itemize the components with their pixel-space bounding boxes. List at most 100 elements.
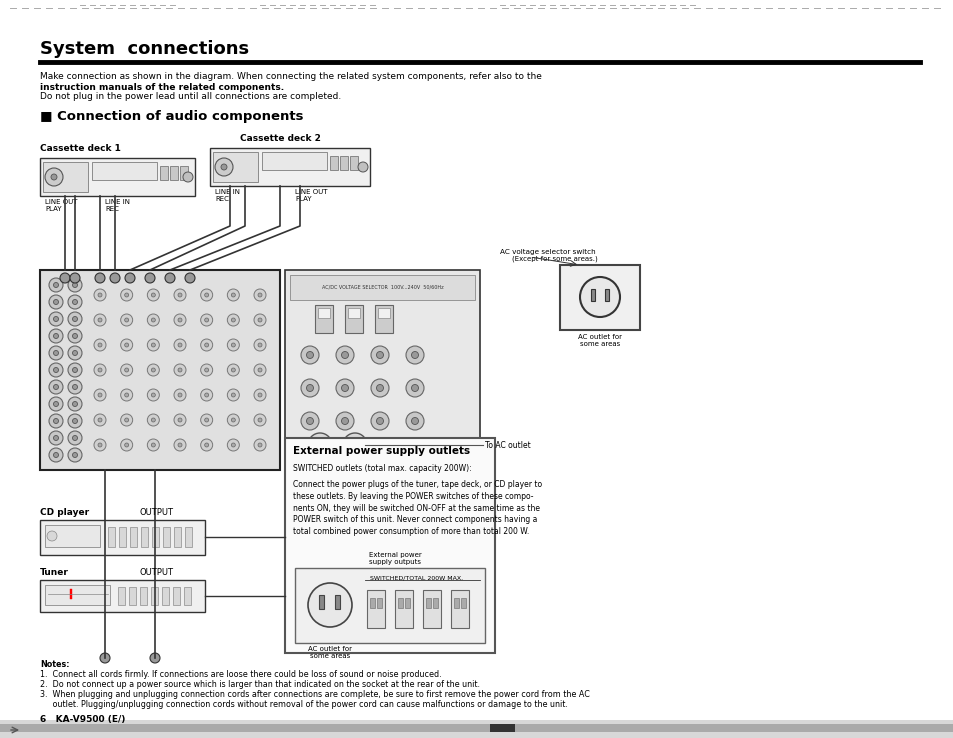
Circle shape [406,379,423,397]
Circle shape [411,351,418,359]
Circle shape [49,346,63,360]
Bar [604,289,608,301]
Circle shape [214,158,233,176]
Circle shape [53,317,58,322]
Bar [375,305,393,333]
Circle shape [53,334,58,339]
Circle shape [152,443,155,447]
Circle shape [376,384,383,391]
Circle shape [94,289,106,301]
Circle shape [205,343,209,347]
Circle shape [308,433,332,457]
Circle shape [152,343,155,347]
Circle shape [152,318,155,322]
Bar [130,527,137,547]
Circle shape [335,346,354,364]
Circle shape [147,364,159,376]
Bar [367,590,385,628]
Text: LINE OUT
PLAY: LINE OUT PLAY [294,189,327,202]
Text: 2.  Do not connect up a power source which is larger than that indicated on the : 2. Do not connect up a power source whic… [40,680,479,689]
Circle shape [51,174,57,180]
Circle shape [53,283,58,288]
Circle shape [98,293,102,297]
Circle shape [335,412,354,430]
Circle shape [411,384,418,391]
Bar [141,527,148,547]
Circle shape [98,368,102,372]
Circle shape [49,414,63,428]
Bar [490,724,515,732]
Text: (Except for some areas.): (Except for some areas.) [512,255,598,262]
Bar [43,162,88,192]
Circle shape [49,295,63,309]
Text: 6   KA-V9500 (E/): 6 KA-V9500 (E/) [40,715,125,724]
Bar [184,587,191,605]
Circle shape [178,418,182,422]
Circle shape [341,418,348,424]
Bar [314,305,333,333]
Bar [40,580,205,612]
Bar [70,589,71,599]
Circle shape [173,314,186,326]
Circle shape [341,351,348,359]
Bar [172,587,180,605]
Bar [163,527,170,547]
Circle shape [200,439,213,451]
Circle shape [173,339,186,351]
Bar [173,527,181,547]
Circle shape [205,443,209,447]
Bar [152,527,159,547]
Bar [40,520,205,555]
Circle shape [411,418,418,424]
Bar [108,527,115,547]
Circle shape [173,389,186,401]
Text: System  connections: System connections [40,40,249,58]
Circle shape [53,435,58,441]
Circle shape [68,380,82,394]
Circle shape [308,583,352,627]
Circle shape [257,293,262,297]
Text: Make connection as shown in the diagram. When connecting the related system comp: Make connection as shown in the diagram.… [40,72,541,81]
Circle shape [227,289,239,301]
Bar [119,527,126,547]
Circle shape [98,318,102,322]
Circle shape [231,318,235,322]
Circle shape [125,368,129,372]
Text: Connect the power plugs of the tuner, tape deck, or CD player to
these outlets. : Connect the power plugs of the tuner, ta… [293,480,541,537]
Text: AC outlet for
some areas: AC outlet for some areas [308,646,352,659]
Bar [285,438,495,653]
Bar [451,590,469,628]
Circle shape [205,418,209,422]
Circle shape [231,293,235,297]
Circle shape [49,278,63,292]
Circle shape [257,443,262,447]
Circle shape [94,339,106,351]
Text: Notes:: Notes: [40,660,70,669]
Circle shape [49,431,63,445]
Bar [460,598,465,608]
Text: CD player: CD player [40,508,89,517]
Circle shape [53,384,58,390]
Text: instruction manuals of the related components.: instruction manuals of the related compo… [40,83,284,92]
Circle shape [45,168,63,186]
Bar [151,587,158,605]
Circle shape [120,289,132,301]
Circle shape [68,329,82,343]
Circle shape [335,379,354,397]
Text: 1.  Connect all cords firmly. If connections are loose there could be loss of so: 1. Connect all cords firmly. If connecti… [40,670,441,679]
Bar [91,162,157,180]
Circle shape [173,439,186,451]
Circle shape [231,418,235,422]
Bar [129,587,136,605]
Circle shape [178,393,182,397]
Circle shape [227,389,239,401]
Bar [350,156,357,170]
Circle shape [343,433,367,457]
Bar [213,152,257,182]
Circle shape [152,393,155,397]
Text: Tuner: Tuner [40,568,69,577]
Circle shape [120,439,132,451]
Text: ■ Connection of audio components: ■ Connection of audio components [40,110,303,123]
Circle shape [49,380,63,394]
Bar [0,720,953,738]
